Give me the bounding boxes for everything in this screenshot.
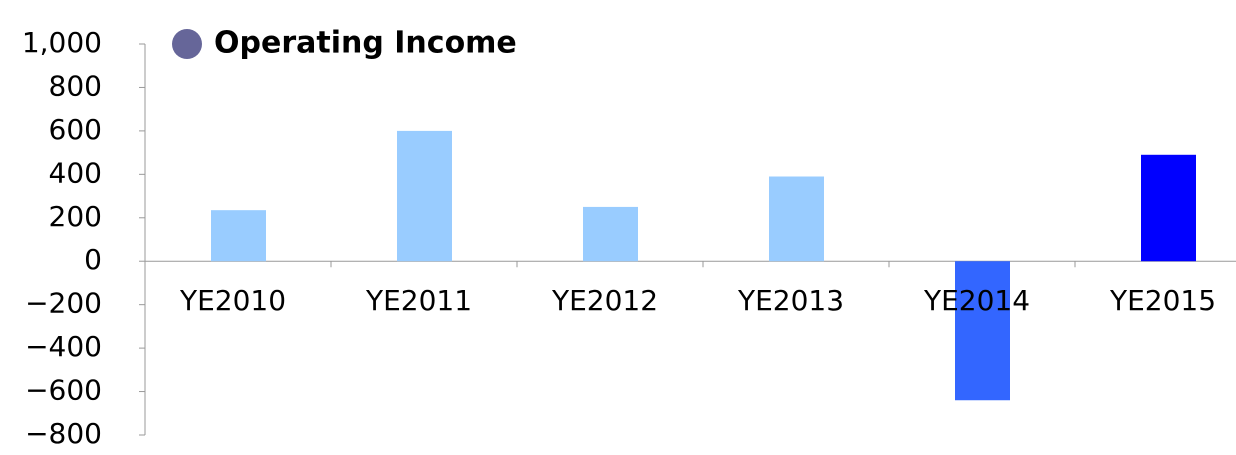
y-tick-label: 800 (49, 69, 102, 102)
y-tick-label: 200 (49, 200, 102, 233)
y-tick-label: 1,000 (22, 26, 102, 59)
y-tick-label: 600 (49, 113, 102, 146)
bar (397, 130, 452, 262)
legend-marker (172, 29, 202, 59)
y-tick-label: 400 (49, 156, 102, 189)
y-tick-label: −400 (25, 330, 102, 363)
y-tick-label: −600 (25, 374, 102, 407)
x-tick-label: YE2015 (1109, 284, 1216, 317)
y-tick-label: −200 (25, 287, 102, 320)
x-tick-label: YE2012 (551, 284, 658, 317)
bar (211, 210, 266, 262)
bar (769, 176, 824, 262)
x-tick-label: YE2010 (179, 284, 286, 317)
y-tick-label: −800 (25, 417, 102, 450)
bar (583, 206, 638, 262)
bar (1141, 154, 1196, 262)
bar (955, 261, 1010, 401)
x-tick-label: YE2014 (923, 284, 1030, 317)
x-tick-label: YE2011 (365, 284, 472, 317)
y-tick-label: 0 (84, 243, 102, 276)
x-tick-label: YE2013 (737, 284, 844, 317)
legend-label: Operating Income (214, 26, 517, 61)
